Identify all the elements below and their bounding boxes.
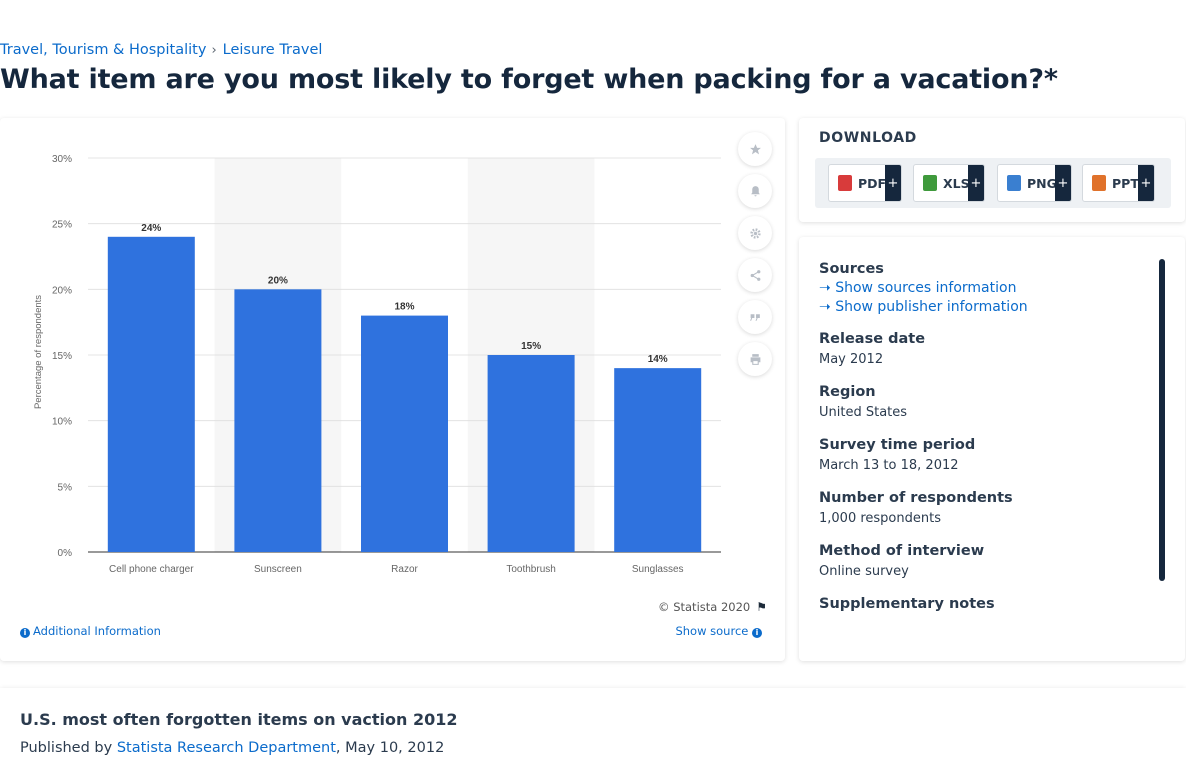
plus-icon: + [968,165,984,201]
y-tick-label: 30% [52,154,72,165]
additional-information-link[interactable]: i Additional Information [20,624,161,638]
breadcrumb-separator: › [211,42,217,58]
interview-method-value: Online survey [819,564,909,579]
breadcrumb-item-travel[interactable]: Travel, Tourism & Hospitality [0,42,207,58]
interview-method-label: Method of interview [819,543,985,559]
bar [234,289,322,552]
published-date: , May 10, 2012 [335,740,445,756]
gear-icon[interactable] [738,216,772,250]
scrollbar[interactable] [1159,259,1165,581]
supplementary-notes-label: Supplementary notes [819,596,995,612]
star-icon[interactable] [738,132,772,166]
show-sources-label: Show sources information [835,280,1017,296]
download-ppt-label: PPT [1112,175,1139,191]
data-label: 14% [648,354,668,365]
statistic-details: Sources ➝ Show sources information ➝ Sho… [819,261,1149,612]
breadcrumb: Travel, Tourism & Hospitality › Leisure … [0,42,322,58]
bar [361,315,448,552]
download-xls-button[interactable]: XLS + [913,164,985,202]
copyright: © Statista 2020 ⚑ [658,600,767,614]
statistic-title: U.S. most often forgotten items on vacti… [20,710,458,729]
x-tick-label: Cell phone charger [109,564,194,575]
page-title: What item are you most likely to forget … [0,64,1058,95]
bar [107,236,195,553]
download-buttons: PDF + XLS + PNG + PPT + [815,158,1171,208]
respondents-label: Number of respondents [819,490,1013,506]
y-tick-label: 20% [52,285,72,296]
bar [614,368,702,552]
survey-period-label: Survey time period [819,437,976,453]
bell-icon[interactable] [738,174,772,208]
region-value: United States [819,405,908,420]
pdf-file-icon [838,175,852,191]
arrow-right-icon: ➝ [819,280,836,296]
y-tick-label: 0% [58,548,73,559]
info-icon: i [20,628,30,638]
download-ppt-button[interactable]: PPT + [1082,164,1155,202]
xls-file-icon [923,175,937,191]
statistic-details-card: Sources ➝ Show sources information ➝ Sho… [799,237,1185,661]
y-axis-label: Percentage of respondents [33,295,44,409]
copyright-text: © Statista 2020 [658,600,751,614]
data-label: 20% [268,275,288,286]
flag-icon[interactable]: ⚑ [756,600,767,614]
show-sources-link[interactable]: ➝ Show sources information [819,280,1149,296]
y-tick-label: 10% [52,417,72,428]
plus-icon: + [1055,165,1071,201]
print-icon[interactable] [738,342,772,376]
data-label: 15% [521,341,541,352]
download-png-label: PNG [1027,175,1057,191]
y-tick-label: 25% [52,220,72,231]
release-date-label: Release date [819,331,926,347]
download-pdf-button[interactable]: PDF + [828,164,902,202]
region-label: Region [819,384,876,400]
published-prefix: Published by [20,740,113,756]
data-label: 24% [141,223,161,234]
x-tick-label: Toothbrush [506,564,555,575]
info-icon: i [752,628,762,638]
chart-toolbar [738,132,772,384]
sources-title: Sources [819,261,884,277]
show-publisher-label: Show publisher information [835,299,1028,315]
quote-icon[interactable] [738,300,772,334]
additional-information-label: Additional Information [33,624,161,638]
survey-period-value: March 13 to 18, 2012 [819,458,959,473]
show-source-link[interactable]: Show source i [675,624,765,638]
download-title: DOWNLOAD [819,130,917,146]
show-source-label: Show source [675,624,749,638]
y-tick-label: 5% [58,482,73,493]
download-pdf-label: PDF [858,175,887,191]
plus-icon: + [885,165,901,201]
publisher-link[interactable]: Statista Research Department [116,740,336,756]
x-tick-label: Razor [391,564,418,575]
download-png-button[interactable]: PNG + [997,164,1072,202]
release-date-value: May 2012 [819,352,884,367]
x-tick-label: Sunscreen [254,564,302,575]
respondents-value: 1,000 respondents [819,511,941,526]
arrow-right-icon: ➝ [819,299,836,315]
data-label: 18% [394,302,414,313]
share-icon[interactable] [738,258,772,292]
statistic-summary: U.S. most often forgotten items on vacti… [0,688,1186,760]
published-by: Published by Statista Research Departmen… [20,740,444,756]
download-xls-label: XLS [943,175,970,191]
plus-icon: + [1138,165,1154,201]
ppt-file-icon [1092,175,1106,191]
show-publisher-link[interactable]: ➝ Show publisher information [819,299,1149,315]
breadcrumb-item-leisure-travel[interactable]: Leisure Travel [222,42,323,58]
y-tick-label: 15% [52,351,72,362]
chart-card: 0% 5% 10% 15% 20% 25% 30% 24% Cell phone charger… [0,118,785,661]
download-card: DOWNLOAD PDF + XLS + PNG + PPT + [799,118,1185,222]
bar [487,355,575,552]
x-tick-label: Sunglasses [632,564,684,575]
png-file-icon [1007,175,1021,191]
bar-chart: 0% 5% 10% 15% 20% 25% 30% 24% Cell phone charger… [33,154,721,575]
